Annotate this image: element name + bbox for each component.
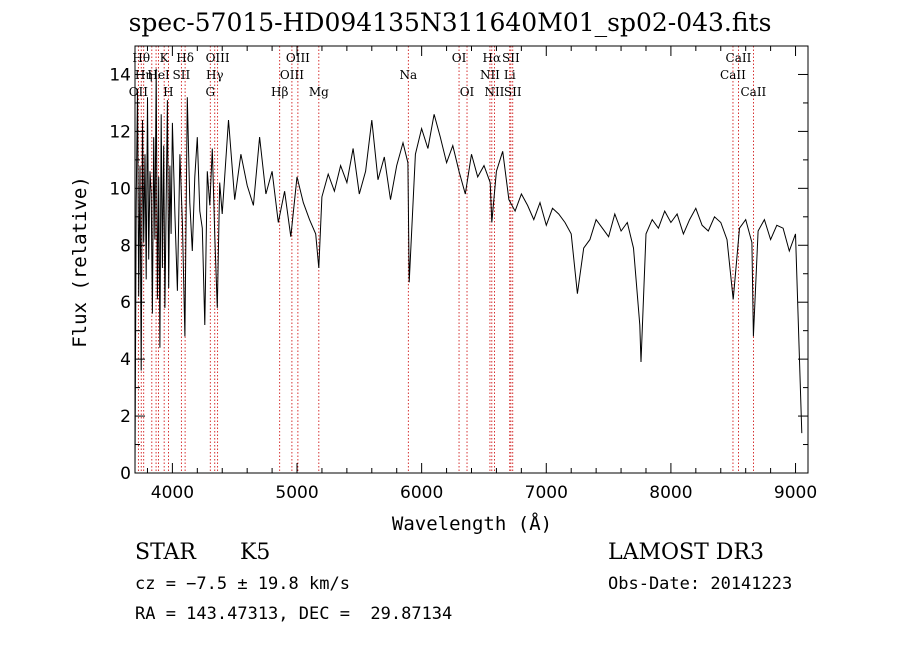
emission-line-labels: OIIHθHηHeIKHSIIHδGHγOIIIHβOIIIOIIIMgNaOI… (129, 51, 767, 99)
redshift-velocity: cz = −7.5 ± 19.8 km/s (135, 574, 350, 594)
line-label-0: OII (129, 85, 149, 99)
line-label-9: Hδ (176, 51, 194, 65)
y-axis-label: Flux (relative) (69, 176, 91, 348)
line-label-7: H (163, 85, 173, 99)
line-label-24: SII (502, 51, 520, 65)
line-label-11: Hγ (206, 68, 224, 82)
line-label-20: NII (480, 68, 500, 82)
object-subclass: K5 (240, 540, 271, 565)
line-label-14: OIII (280, 68, 304, 82)
x-axis-label: Wavelength (Å) (392, 512, 552, 535)
x-tick-label: 9000 (774, 483, 817, 503)
line-label-21: Hα (483, 51, 502, 65)
x-tick-label: 4000 (151, 483, 194, 503)
flux-series-line (134, 68, 803, 468)
y-tick-label: 10 (109, 179, 131, 199)
y-tick-label: 0 (120, 464, 131, 484)
plot-frame (134, 45, 809, 474)
x-tick-label: 8000 (649, 483, 692, 503)
line-label-22: NII (484, 85, 504, 99)
y-tick-label: 14 (109, 65, 131, 85)
x-tick-label: 7000 (525, 483, 568, 503)
line-label-16: Mg (309, 85, 329, 99)
line-label-5: HeI (147, 68, 170, 82)
axis-ticks: 4000 5000 6000 7000 8000 9000 0 2 4 6 8 10 12 14 (109, 45, 817, 503)
observation-date: Obs-Date: 20141223 (608, 574, 793, 594)
y-tick-label: 8 (120, 236, 131, 256)
x-tick-label: 6000 (400, 483, 443, 503)
line-label-26: CaII (720, 68, 746, 82)
line-label-25: SII (504, 85, 522, 99)
line-label-28: CaII (740, 85, 766, 99)
line-label-2: Hη (135, 68, 153, 82)
line-label-8: SII (173, 68, 191, 82)
survey-name: LAMOST DR3 (608, 540, 764, 565)
coordinates: RA = 143.47313, DEC = 29.87134 (135, 604, 453, 624)
line-label-10: G (205, 85, 215, 99)
y-tick-label: 4 (120, 350, 131, 370)
plot-axes (134, 45, 809, 474)
x-tick-label: 5000 (275, 483, 318, 503)
object-class: STAR (135, 540, 196, 565)
line-label-18: OI (452, 51, 467, 65)
line-label-23: Li (504, 68, 516, 82)
line-label-12: OIII (206, 51, 230, 65)
y-tick-label: 6 (120, 293, 131, 313)
line-label-17: Na (399, 68, 417, 82)
line-label-6: K (160, 51, 170, 65)
chart-title: spec-57015-HD094135N311640M01_sp02-043.f… (128, 8, 772, 37)
line-label-27: CaII (726, 51, 752, 65)
line-label-19: OI (460, 85, 475, 99)
line-label-1: Hθ (132, 51, 150, 65)
line-label-15: OIII (286, 51, 310, 65)
y-tick-label: 2 (120, 407, 131, 427)
emission-line-markers (137, 46, 754, 473)
line-label-13: Hβ (271, 85, 288, 99)
y-tick-label: 12 (109, 122, 131, 142)
